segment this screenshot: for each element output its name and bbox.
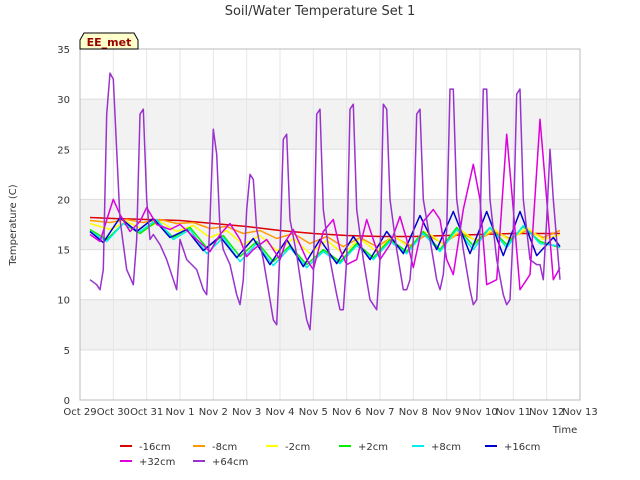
series-line-+32cm [89, 118, 561, 291]
y-tick-label: 35 [57, 45, 70, 56]
plot-band [80, 299, 580, 350]
y-axis-label: Temperature (C) [8, 184, 19, 266]
y-tick-label: 10 [57, 296, 70, 307]
legend-label: +32cm [139, 457, 175, 468]
legend-label: -16cm [139, 442, 171, 453]
y-tick-label: 15 [57, 246, 70, 257]
x-tick-label: Nov 13 [562, 407, 597, 418]
y-tick-label: 5 [64, 346, 70, 357]
series-line-+64cm [89, 72, 561, 331]
x-axis-ticks: Oct 29 Oct 30 Oct 31 Nov 1 Nov 2 Nov 3 Nov 4 No… [63, 407, 597, 418]
plot-band [80, 99, 580, 150]
annotation-label: EE_met [87, 36, 132, 49]
y-tick-label: 0 [64, 396, 70, 407]
legend-label: -8cm [212, 442, 237, 453]
x-tick-label: Nov 12 [529, 407, 564, 418]
x-tick-label: Nov 6 [332, 407, 361, 418]
y-axis-ticks: 0 5 10 15 20 25 30 35 [57, 45, 70, 407]
x-tick-label: Nov 8 [399, 407, 428, 418]
chart-title: Soil/Water Temperature Set 1 [225, 4, 416, 19]
x-tick-label: Nov 4 [265, 407, 294, 418]
y-tick-label: 30 [57, 95, 70, 106]
y-tick-label: 20 [57, 195, 70, 206]
legend-label: +64cm [212, 457, 248, 468]
x-tick-label: Oct 31 [130, 407, 163, 418]
x-tick-label: Nov 11 [496, 407, 531, 418]
x-tick-label: Nov 1 [165, 407, 194, 418]
x-tick-label: Nov 3 [232, 407, 261, 418]
x-tick-label: Nov 2 [199, 407, 228, 418]
x-tick-label: Nov 10 [462, 407, 497, 418]
y-tick-label: 25 [57, 145, 70, 156]
legend-label: -2cm [285, 442, 310, 453]
x-tick-label: Nov 7 [365, 407, 394, 418]
x-tick-label: Nov 9 [432, 407, 461, 418]
legend-label: +8cm [431, 442, 461, 453]
x-axis-label: Time [552, 425, 577, 436]
plot-frame [79, 48, 581, 401]
x-tick-label: Oct 29 [63, 407, 96, 418]
annotation-badge: EE_met [79, 32, 139, 50]
x-tick-label: Oct 30 [97, 407, 130, 418]
series-layer [89, 72, 561, 331]
legend-label: +2cm [358, 442, 388, 453]
x-tick-label: Nov 5 [299, 407, 328, 418]
legend-label: +16cm [504, 442, 540, 453]
legend: -16cm -8cm -2cm +2cm +8cm +16cm +32cm +64cm [120, 442, 540, 468]
